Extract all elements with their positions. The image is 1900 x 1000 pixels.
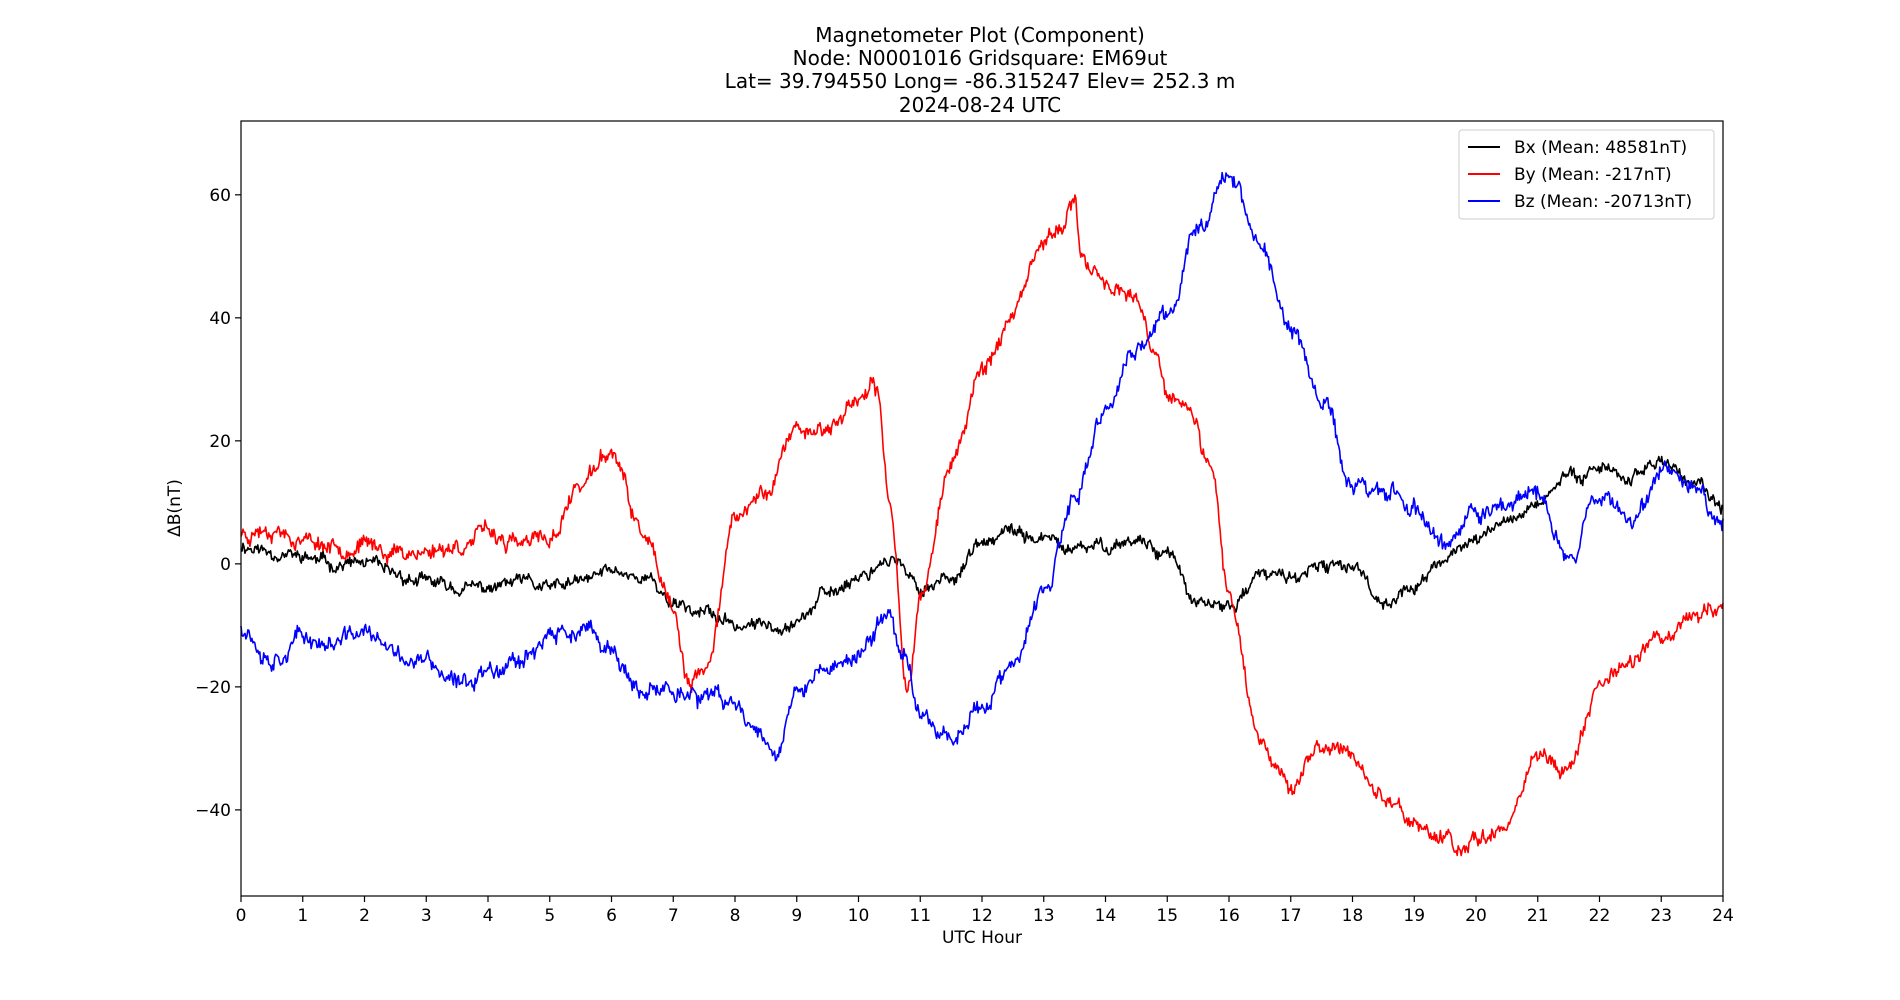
x-axis: 0 1 2 3 4 5 6 7 8 9 10 11 12 13 14 15 16 17 18 19 20 21 22 23 24: [236, 896, 1734, 926]
x-tick-label: 22: [1589, 906, 1611, 926]
y-tick-label: 60: [209, 186, 231, 206]
x-tick-label: 16: [1218, 906, 1240, 926]
x-tick-label: 15: [1156, 906, 1178, 926]
y-tick-label: 0: [220, 555, 231, 575]
x-tick-label: 7: [668, 906, 679, 926]
x-tick-label: 8: [730, 906, 741, 926]
legend: Bx (Mean: 48581nT) By (Mean: -217nT) Bz (M…: [1458, 129, 1715, 220]
x-tick-label: 0: [236, 906, 247, 926]
x-tick-label: 24: [1712, 906, 1734, 926]
y-axis-label: ΔB(nT): [165, 479, 185, 537]
x-tick-label: 12: [971, 906, 993, 926]
x-tick-label: 11: [909, 906, 931, 926]
x-tick-label: 18: [1342, 906, 1364, 926]
x-tick-label: 6: [606, 906, 617, 926]
legend-box: [1458, 129, 1715, 220]
x-tick-label: 3: [421, 906, 432, 926]
x-tick-label: 23: [1650, 906, 1672, 926]
x-tick-label: 20: [1465, 906, 1487, 926]
x-tick-label: 5: [544, 906, 555, 926]
series-line-by: [240, 194, 1724, 857]
x-tick-label: 1: [297, 906, 308, 926]
title-line-1: Magnetometer Plot (Component): [815, 23, 1145, 47]
x-tick-label: 17: [1280, 906, 1302, 926]
y-tick-label: 40: [209, 309, 231, 329]
x-tick-label: 9: [791, 906, 802, 926]
legend-label: By (Mean: -217nT): [1514, 165, 1672, 185]
x-tick-label: 4: [483, 906, 494, 926]
series-line-bx: [240, 455, 1724, 636]
legend-label: Bx (Mean: 48581nT): [1514, 138, 1687, 158]
title-line-2: Node: N0001016 Gridsquare: EM69ut: [793, 46, 1168, 70]
y-tick-label: −40: [195, 801, 231, 821]
plot-area: [241, 121, 1723, 896]
x-tick-label: 21: [1527, 906, 1549, 926]
series-line-bz: [240, 171, 1724, 762]
x-tick-label: 10: [848, 906, 870, 926]
title-line-3: Lat= 39.794550 Long= -86.315247 Elev= 25…: [725, 69, 1236, 93]
x-tick-label: 2: [359, 906, 370, 926]
y-tick-label: −20: [195, 678, 231, 698]
legend-label: Bz (Mean: -20713nT): [1514, 192, 1692, 212]
series-layer: [240, 171, 1724, 857]
title-line-4: 2024-08-24 UTC: [899, 93, 1061, 117]
x-tick-label: 13: [1033, 906, 1055, 926]
x-axis-label: UTC Hour: [942, 928, 1022, 948]
y-tick-label: 20: [209, 432, 231, 452]
chart-title: Magnetometer Plot (Component) Node: N000…: [725, 23, 1236, 117]
y-axis: −40 −20 0 20 40 60: [195, 186, 241, 821]
x-tick-label: 19: [1403, 906, 1425, 926]
x-tick-label: 14: [1095, 906, 1117, 926]
